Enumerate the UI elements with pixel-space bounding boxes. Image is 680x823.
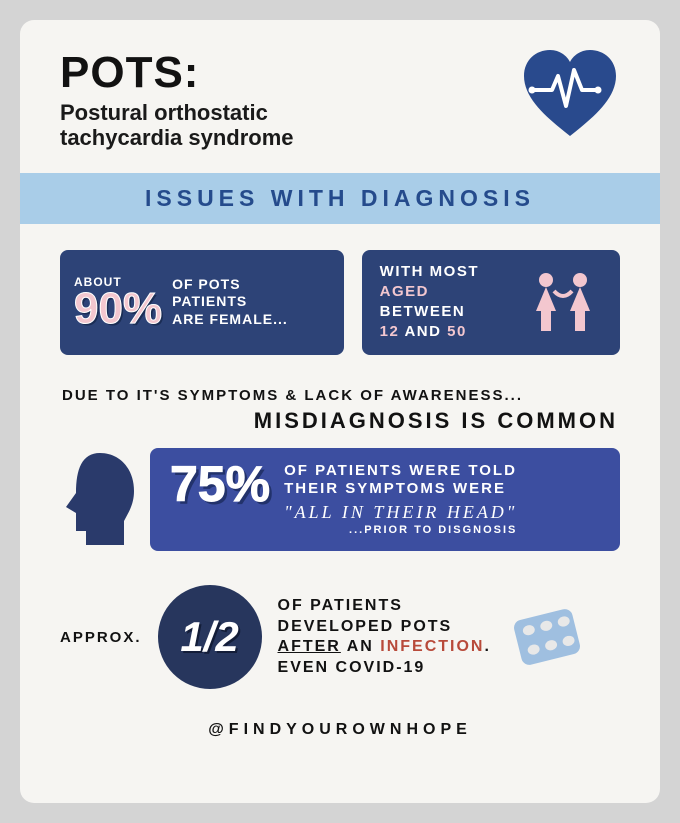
- stat-90pct-text: OF POTS PATIENTS ARE FEMALE...: [172, 276, 288, 329]
- stat-75pct-value: 75%: [170, 462, 270, 507]
- stat-box-age: WITH MOST AGED BETWEEN 12 AND 50: [362, 250, 620, 355]
- stats-row-3: APPROX. 1/2 OF PATIENTS DEVELOPED POTS A…: [20, 551, 660, 689]
- stat-half-text: OF PATIENTS DEVELOPED POTS AFTER AN INFE…: [278, 596, 491, 679]
- pills-icon: [507, 606, 587, 668]
- heart-ecg-icon: [520, 48, 620, 138]
- banner-text: ISSUES WITH DIAGNOSIS: [145, 185, 535, 211]
- stat-age-text: WITH MOST AGED BETWEEN 12 AND 50: [380, 262, 514, 343]
- head-silhouette-icon: [48, 449, 140, 549]
- infographic-card: POTS: Postural orthostatic tachycardia s…: [20, 20, 660, 803]
- people-icon: [528, 271, 602, 333]
- stats-row-1: ABOUT 90% OF POTS PATIENTS ARE FEMALE...…: [20, 224, 660, 355]
- section-banner: ISSUES WITH DIAGNOSIS: [20, 173, 660, 224]
- stat-75pct-text: OF PATIENTS WERE TOLD THEIR SYMPTOMS WER…: [284, 462, 517, 538]
- stats-row-2: 75% OF PATIENTS WERE TOLD THEIR SYMPTOMS…: [20, 434, 660, 552]
- stat-box-75pct: 75% OF PATIENTS WERE TOLD THEIR SYMPTOMS…: [150, 448, 620, 552]
- mid-line2: MISDIAGNOSIS IS COMMON: [62, 408, 618, 434]
- title: POTS:: [60, 48, 294, 98]
- mid-text: DUE TO IT'S SYMPTOMS & LACK OF AWARENESS…: [20, 355, 660, 434]
- footer-handle: @FINDYOUROWNHOPE: [20, 689, 660, 739]
- stat-90pct-value: 90%: [74, 289, 162, 329]
- fraction-circle: 1/2: [158, 585, 262, 689]
- fraction-value: 1/2: [180, 613, 238, 661]
- title-block: POTS: Postural orthostatic tachycardia s…: [60, 48, 294, 151]
- subtitle: Postural orthostatic tachycardia syndrom…: [60, 100, 294, 151]
- mid-line1: DUE TO IT'S SYMPTOMS & LACK OF AWARENESS…: [62, 387, 618, 404]
- approx-label: APPROX.: [60, 629, 142, 646]
- header: POTS: Postural orthostatic tachycardia s…: [20, 48, 660, 165]
- stat-box-90pct: ABOUT 90% OF POTS PATIENTS ARE FEMALE...: [60, 250, 344, 355]
